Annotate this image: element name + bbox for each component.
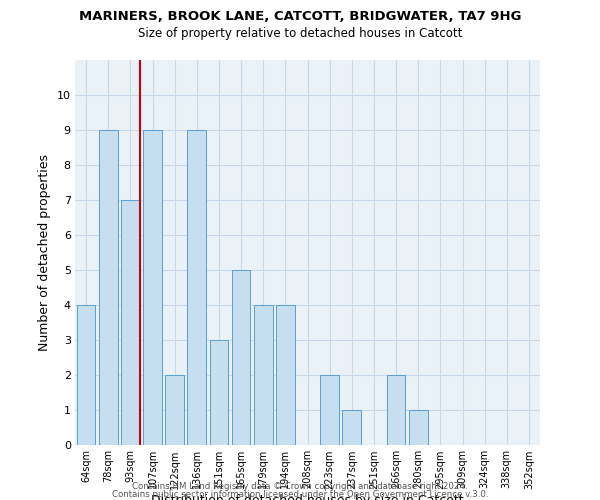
Text: Contains HM Land Registry data © Crown copyright and database right 2024.: Contains HM Land Registry data © Crown c… xyxy=(132,482,468,491)
Text: MARINERS, BROOK LANE, CATCOTT, BRIDGWATER, TA7 9HG: MARINERS, BROOK LANE, CATCOTT, BRIDGWATE… xyxy=(79,10,521,23)
Bar xyxy=(77,305,95,445)
Bar xyxy=(99,130,118,445)
Bar xyxy=(232,270,250,445)
Bar xyxy=(254,305,272,445)
Bar xyxy=(386,375,406,445)
Bar xyxy=(121,200,140,445)
Text: Contains public sector information licensed under the Open Government Licence v.: Contains public sector information licen… xyxy=(112,490,488,499)
Bar xyxy=(143,130,162,445)
Bar xyxy=(409,410,428,445)
Y-axis label: Number of detached properties: Number of detached properties xyxy=(38,154,51,351)
Bar xyxy=(276,305,295,445)
Bar xyxy=(343,410,361,445)
Bar xyxy=(165,375,184,445)
Bar xyxy=(187,130,206,445)
Text: Size of property relative to detached houses in Catcott: Size of property relative to detached ho… xyxy=(138,28,462,40)
X-axis label: Distribution of detached houses by size in Catcott: Distribution of detached houses by size … xyxy=(151,494,464,500)
Bar xyxy=(320,375,339,445)
Bar xyxy=(209,340,229,445)
